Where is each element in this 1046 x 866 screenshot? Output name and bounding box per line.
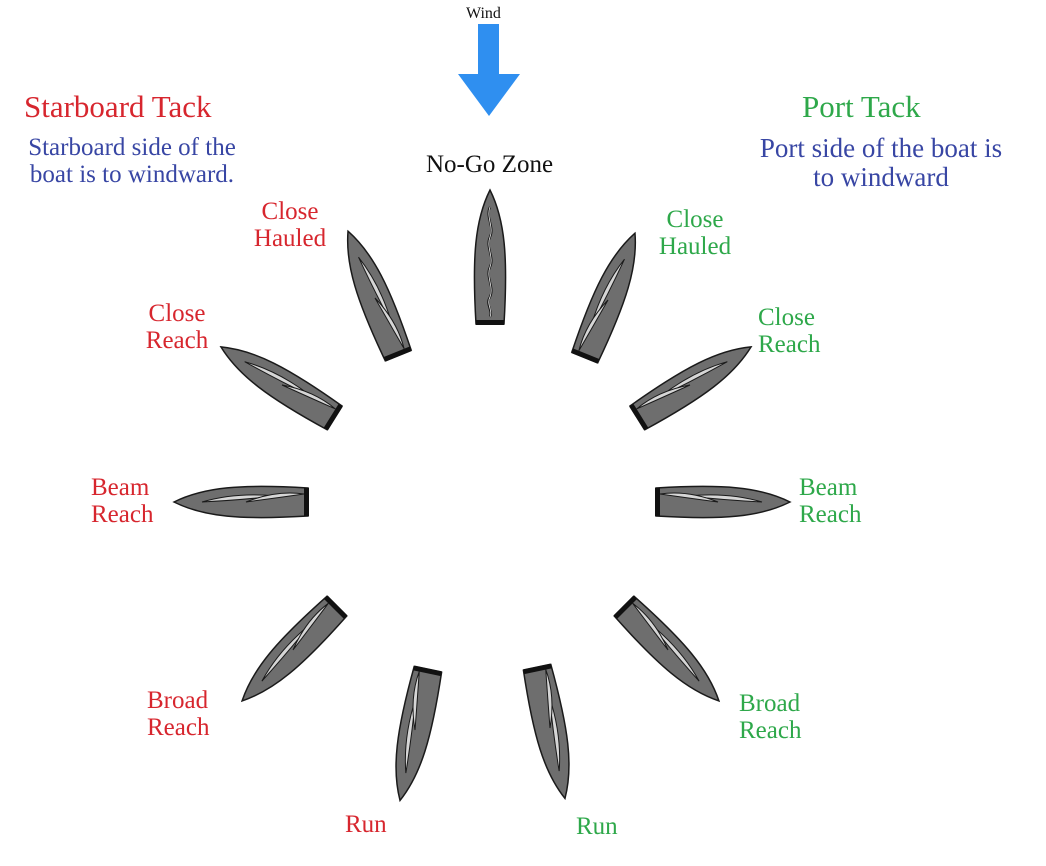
port-run-label: Run <box>576 813 618 840</box>
starboard-tack-title: Starboard Tack <box>24 89 212 124</box>
starboard-close-hauled-label: Close Hauled <box>253 198 327 252</box>
starboard-tack-subtitle: Starboard side of the boat is to windwar… <box>14 134 250 188</box>
port-broad-reach-label: Broad Reach <box>739 690 802 744</box>
wind-label: Wind <box>466 5 501 22</box>
port-tack-subtitle: Port side of the boat is to windward <box>736 133 1026 193</box>
port-beam-reach-label: Beam Reach <box>799 474 862 528</box>
boat-port-run <box>522 663 570 801</box>
starboard-run-label: Run <box>345 811 387 838</box>
boat-port-close-hauled <box>570 231 637 364</box>
port-subtitle-line1: Port side of the boat is <box>759 133 1003 163</box>
starboard-subtitle-line1: Starboard side of the <box>28 134 236 161</box>
starboard-subtitle-line2: boat is to windward. <box>29 161 235 188</box>
no-go-zone-label: No-Go Zone <box>426 151 554 178</box>
starboard-close-reach-label: Close Reach <box>145 300 209 354</box>
boat-port-broad-reach <box>613 595 721 703</box>
boat-starboard-beam-reach <box>172 485 309 519</box>
boat-starboard-run <box>395 665 443 803</box>
boat-starboard-broad-reach <box>240 595 348 703</box>
wind-arrow <box>458 24 520 116</box>
boat-no-go-zone <box>473 188 507 325</box>
port-tack-title: Port Tack <box>802 89 921 124</box>
port-close-hauled-label: Close Hauled <box>658 206 732 260</box>
boat-starboard-close-hauled <box>346 229 413 362</box>
port-subtitle-line2: to windward <box>813 162 949 193</box>
starboard-beam-reach-label: Beam Reach <box>91 474 154 528</box>
starboard-broad-reach-label: Broad Reach <box>147 687 210 741</box>
boat-port-close-reach <box>628 345 753 431</box>
boat-port-beam-reach <box>655 485 792 519</box>
boat-starboard-close-reach <box>219 345 344 431</box>
port-close-reach-label: Close Reach <box>758 304 821 358</box>
